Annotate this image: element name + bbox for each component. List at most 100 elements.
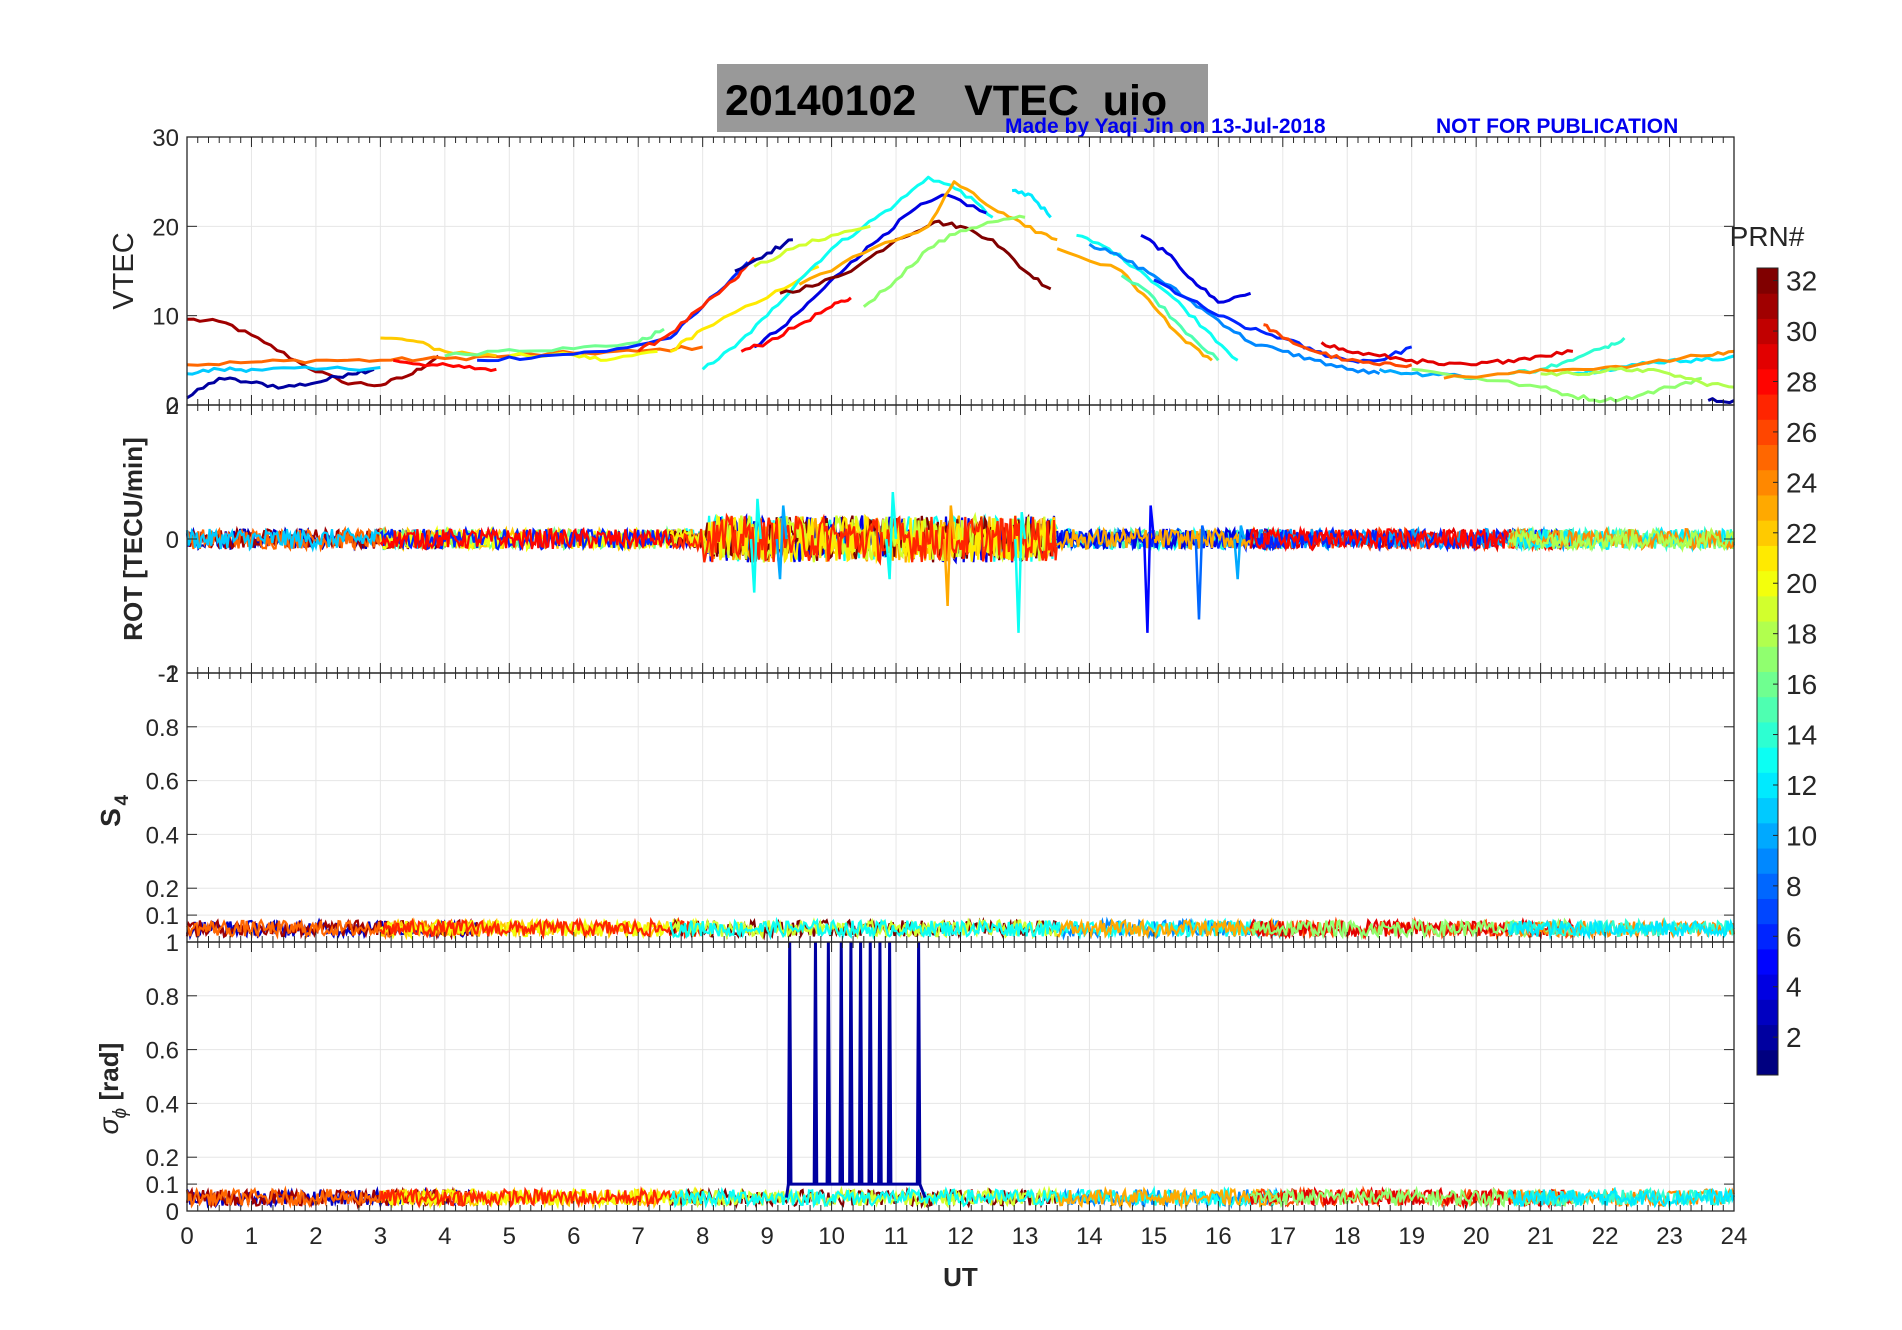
rot-event-0 xyxy=(749,498,762,593)
y-axis-title-rad: [rad] xyxy=(94,1043,124,1101)
vtec-series-prn-25 xyxy=(186,345,704,367)
vtec-series-group xyxy=(186,175,1735,405)
x-tick-label: 14 xyxy=(1076,1223,1103,1250)
colorbar-swatch xyxy=(1757,873,1778,899)
y-tick-label-ROT: 0 xyxy=(166,527,179,554)
x-tick-label: 12 xyxy=(947,1223,974,1250)
colorbar-tick-label: 4 xyxy=(1786,972,1802,1003)
rot-series-prn-27 xyxy=(670,512,1059,566)
colorbar-swatch xyxy=(1757,696,1778,723)
sigma_phi-series-prn-23 xyxy=(1056,1185,1284,1210)
colorbar-tick-label: 10 xyxy=(1786,820,1817,851)
y-tick-label-S4: 0.8 xyxy=(146,715,179,742)
vtec-series-prn-13 xyxy=(1076,233,1239,362)
vtec-series-prn-23 xyxy=(798,180,1058,286)
sigma-phi-spikes-prn-2 xyxy=(784,941,927,1199)
colorbar-swatch xyxy=(1757,721,1778,748)
colorbar-tick-label: 14 xyxy=(1786,720,1817,751)
x-tick-label: 13 xyxy=(1012,1223,1039,1250)
x-tick-label: 10 xyxy=(818,1223,845,1250)
y-tick-label-S4: 0.1 xyxy=(146,903,179,930)
y-axis-title-S4-main: S xyxy=(95,808,126,827)
rot-event-3 xyxy=(943,505,956,607)
x-axis: 0 1 2 3 4 5 6 7 8 9 10 11 12 13 14 15 16 17 18 19 20 21 22 23 24… xyxy=(180,1223,1747,1292)
colorbar-swatch xyxy=(1757,595,1778,622)
colorbar-swatch xyxy=(1757,671,1778,698)
S4-series-prn-25 xyxy=(186,918,479,940)
rot-event-2 xyxy=(885,492,898,580)
y-tick-label-sigma_phi: 0.4 xyxy=(146,1091,179,1118)
y-tick-label-S4: 0.4 xyxy=(146,822,179,849)
y-tick-label-sigma_phi: 0.1 xyxy=(146,1172,179,1199)
colorbar-tick-label: 18 xyxy=(1786,619,1817,650)
colorbar-tick-label: 24 xyxy=(1786,467,1817,498)
vtec-series-prn-11 xyxy=(186,365,381,376)
x-tick-label: 19 xyxy=(1398,1223,1425,1250)
colorbar-swatch xyxy=(1757,343,1778,370)
rot-event-4 xyxy=(1014,512,1027,633)
colorbar-swatch xyxy=(1757,444,1778,471)
colorbar-swatch xyxy=(1757,822,1778,849)
vtec-series-prn-12 xyxy=(1011,188,1052,219)
y-axis-title-S4-sub: 4 xyxy=(112,795,133,806)
y-axis-title-S4: S4 xyxy=(95,795,133,827)
rot-series-group xyxy=(185,492,1736,633)
vtec-series-prn-2 xyxy=(1707,397,1735,405)
colorbar-swatch xyxy=(1757,621,1778,647)
x-tick-label: 16 xyxy=(1205,1223,1232,1250)
y-tick-label-sigma_phi: 0 xyxy=(166,1199,179,1226)
colorbar-tick-label: 26 xyxy=(1786,417,1817,448)
y-axis-title-ROT: ROT [TECU/min] xyxy=(118,437,148,641)
x-tick-label: 21 xyxy=(1527,1223,1554,1250)
x-tick-label: 15 xyxy=(1141,1223,1168,1250)
y-axis-title-sigma-phi: σϕ [rad] xyxy=(93,1043,131,1135)
S4-series-prn-23 xyxy=(1056,917,1284,940)
vtec-series-prn-28 xyxy=(392,358,497,373)
y-axis-title-sigma: σ xyxy=(93,1117,124,1135)
sigma_phi-series-group xyxy=(185,941,1736,1210)
x-tick-label: 8 xyxy=(696,1223,709,1250)
y-axis-title-phi: ϕ xyxy=(110,1108,131,1119)
S4-series-prn-12 xyxy=(1507,918,1735,941)
vtec-series-prn-29 xyxy=(1320,341,1574,367)
x-tick-label: 9 xyxy=(760,1223,773,1250)
x-tick-label: 6 xyxy=(567,1223,580,1250)
vtec-series-prn-26 xyxy=(1263,323,1413,369)
sigma_phi-series-prn-27 xyxy=(379,1186,704,1209)
x-tick-label: 4 xyxy=(438,1223,451,1250)
sigma_phi-series-prn-12 xyxy=(1507,1186,1736,1209)
x-tick-label: 7 xyxy=(632,1223,645,1250)
vtec-series-prn-4 xyxy=(753,193,987,349)
vtec-series-prn-17 xyxy=(862,214,1026,308)
y-tick-label-S4: 1 xyxy=(166,661,179,688)
x-tick-label: 0 xyxy=(180,1223,193,1250)
sigma_phi-series-prn-13 xyxy=(669,1186,1059,1209)
colorbar-border xyxy=(1756,267,1779,1076)
rot-series-prn-23 xyxy=(1056,525,1284,552)
colorbar-swatch xyxy=(1757,570,1778,597)
figure-title: 20140102 VTEC uio xyxy=(717,64,1208,132)
y-tick-label-ROT: 2 xyxy=(166,393,179,420)
y-tick-label-ROT: -2 xyxy=(158,661,179,688)
y-tick-label-VTEC: 0 xyxy=(166,393,179,420)
S4-series-prn-27 xyxy=(379,916,704,940)
vtec-series-prn-18 xyxy=(1540,366,1735,389)
x-tick-label: 17 xyxy=(1269,1223,1296,1250)
colorbar-swatch xyxy=(1757,772,1778,799)
vtec-series-prn-19 xyxy=(753,224,871,268)
panel-sigma_phi-grid xyxy=(187,942,1734,1211)
colorbar-tick-label: 2 xyxy=(1786,1022,1802,1053)
title-box xyxy=(717,64,1208,132)
colorbar-swatch xyxy=(1757,394,1778,420)
colorbar-tick-label: 30 xyxy=(1786,316,1817,347)
colorbar-swatch xyxy=(1757,545,1778,572)
colorbar-swatch xyxy=(1757,974,1778,1000)
sigma_phi-series-prn-19 xyxy=(669,1185,1059,1209)
title-product: VTEC xyxy=(964,77,1079,125)
colorbar-swatch xyxy=(1757,318,1778,345)
vtec-series-prn-27 xyxy=(637,256,756,353)
y-tick-label-sigma_phi: 0.6 xyxy=(146,1038,179,1065)
x-tick-label: 22 xyxy=(1592,1223,1619,1250)
panel-sigma_phi-axes: 00.10.2 0.4 0.6 0.8 1 xyxy=(146,930,1735,1226)
